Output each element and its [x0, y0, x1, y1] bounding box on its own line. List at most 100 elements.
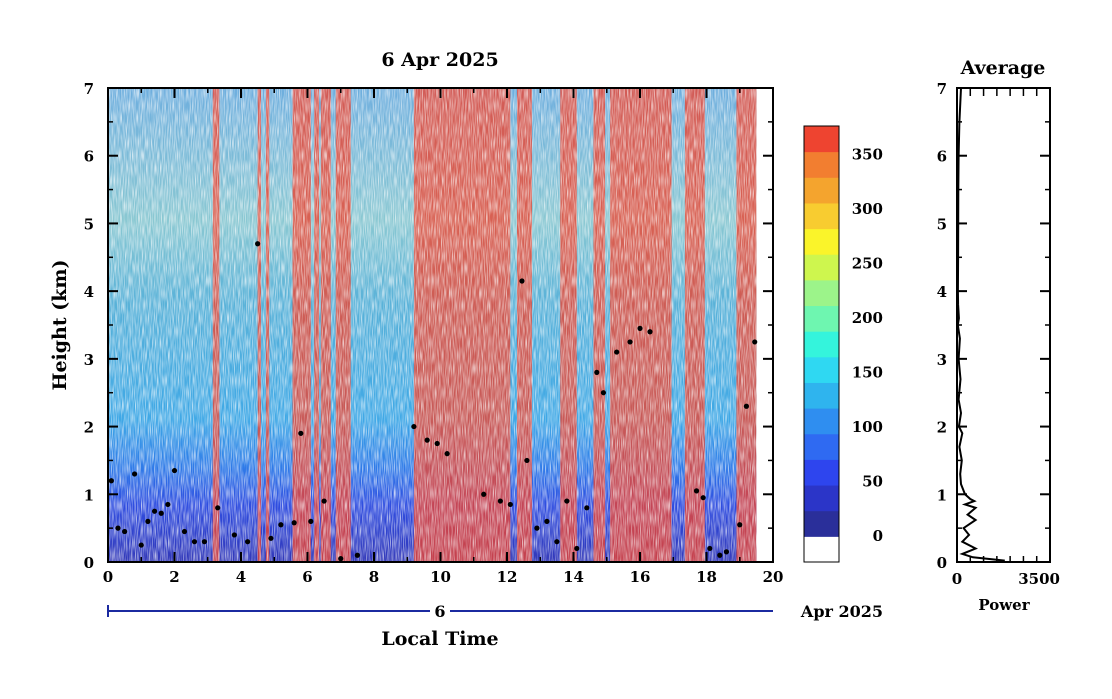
avg-y-tick-label: 2: [937, 419, 947, 437]
cloud-base-point: [544, 518, 550, 524]
cloud-base-points: [108, 241, 758, 562]
cloud-base-point: [158, 510, 164, 516]
avg-y-tick-label: 3: [937, 351, 947, 369]
x-tick-label: 10: [430, 568, 451, 586]
date-day-label: 6: [434, 602, 445, 621]
colorbar: 0 50 100 150 200 250 300 350: [803, 125, 883, 563]
cloud-base-point: [132, 471, 138, 477]
colorbar-segment: [804, 151, 839, 178]
colorbar-tick-label: 300: [852, 200, 883, 218]
avg-x-tick-label: 3500: [1018, 570, 1060, 588]
avg-y-tick-label: 4: [937, 283, 947, 301]
x-tick-label: 14: [563, 568, 584, 586]
cloud-base-point: [534, 525, 540, 531]
colorbar-tick-label: 100: [852, 418, 883, 436]
cloud-base-point: [693, 488, 700, 494]
colorbar-tick-label: 250: [852, 254, 883, 272]
cloud-base-point: [574, 545, 580, 552]
colorbar-tick-label: 350: [852, 145, 883, 163]
colorbar-segment: [804, 408, 839, 435]
cloud-base-point: [145, 518, 151, 524]
colorbar-tick-label: 150: [852, 363, 883, 381]
cloud-base-point: [600, 390, 607, 396]
y-tick-label: 6: [84, 148, 94, 166]
date-bar: 6 Apr 2025: [107, 602, 883, 621]
cloud-base-point: [115, 525, 121, 531]
cloud-base-point: [268, 535, 274, 541]
colorbar-segment: [804, 305, 839, 332]
average-panel: Average 0 1 2 3 4 5 6 7 0 3500 Power: [937, 57, 1060, 614]
cloud-base-point: [151, 508, 158, 514]
avg-y-tick-label: 1: [937, 486, 947, 504]
y-tick-label: 7: [84, 80, 94, 98]
y-tick-label: 1: [84, 486, 94, 504]
average-title: Average: [960, 57, 1046, 79]
cloud-base-point: [424, 437, 430, 443]
average-axes: 0 1 2 3 4 5 6 7 0 3500: [937, 80, 1060, 588]
average-frame: [956, 87, 1051, 563]
cloud-base-point: [524, 457, 530, 464]
cloud-base-point: [564, 498, 570, 504]
cloud-base-point: [181, 528, 188, 535]
y-tick-label: 0: [84, 554, 94, 572]
x-tick-label: 8: [369, 568, 379, 586]
cloud-base-point: [108, 478, 114, 484]
cloud-base-point: [291, 520, 297, 526]
avg-y-tick-label: 5: [937, 215, 947, 233]
cloud-base-point: [594, 369, 600, 375]
cloud-base-point: [171, 467, 178, 474]
colorbar-segment: [804, 331, 839, 358]
colorbar-segment: [804, 254, 839, 281]
colorbar-segment: [804, 228, 839, 255]
x-tick-label: 2: [169, 568, 179, 586]
x-tick-label: 12: [497, 568, 518, 586]
colorbar-segment: [804, 279, 839, 307]
cloud-base-point: [411, 423, 417, 430]
colorbar-tick-label: 50: [862, 472, 883, 490]
cloud-base-point: [737, 522, 743, 528]
cloud-base-point: [321, 498, 327, 504]
cloud-base-point: [278, 522, 284, 528]
cloud-base-point: [298, 430, 304, 436]
colorbar-segment: [804, 356, 839, 383]
cloud-base-point: [627, 339, 633, 345]
cloud-base-point: [434, 440, 440, 447]
date-day-bg: [430, 602, 450, 620]
y-tick-label: 2: [84, 419, 94, 437]
cloud-base-point: [700, 495, 706, 501]
cloud-base-point: [354, 552, 360, 558]
x-tick-label: 20: [763, 568, 784, 586]
x-tick-label: 16: [630, 568, 651, 586]
speckle-noise: [108, 88, 757, 562]
cloud-base-point: [201, 539, 208, 545]
colorbar-segment: [804, 433, 839, 460]
colorbar-segment: [804, 202, 839, 230]
x-tick-label: 18: [696, 568, 717, 586]
average-profile-line: [956, 87, 1005, 562]
cloud-base-point: [165, 501, 171, 508]
x-tick-label: 6: [302, 568, 312, 586]
y-tick-label: 4: [84, 283, 94, 301]
cloud-base-point: [707, 545, 713, 552]
cloud-base-point: [519, 278, 525, 284]
cloud-base-point: [481, 491, 487, 497]
avg-x-tick-label: 0: [952, 570, 962, 588]
colorbar-segment: [804, 382, 839, 409]
avg-y-tick-label: 0: [937, 554, 947, 572]
cloud-base-point: [497, 498, 503, 504]
cloud-base-point: [723, 549, 730, 555]
cloud-base-point: [584, 505, 590, 511]
cloud-base-point: [308, 518, 314, 524]
cloud-base-point: [637, 325, 643, 331]
cloud-base-point: [752, 339, 758, 345]
y-axis-label: Height (km): [49, 260, 71, 391]
avg-y-tick-label: 6: [937, 148, 947, 166]
x-tick-label: 0: [103, 568, 113, 586]
cloud-base-point: [138, 542, 144, 548]
colorbar-tick-label: 200: [852, 309, 883, 327]
x-axis-label: Local Time: [381, 628, 498, 650]
main-chart-title: 6 Apr 2025: [381, 49, 498, 71]
colorbar-segment: [804, 177, 839, 204]
